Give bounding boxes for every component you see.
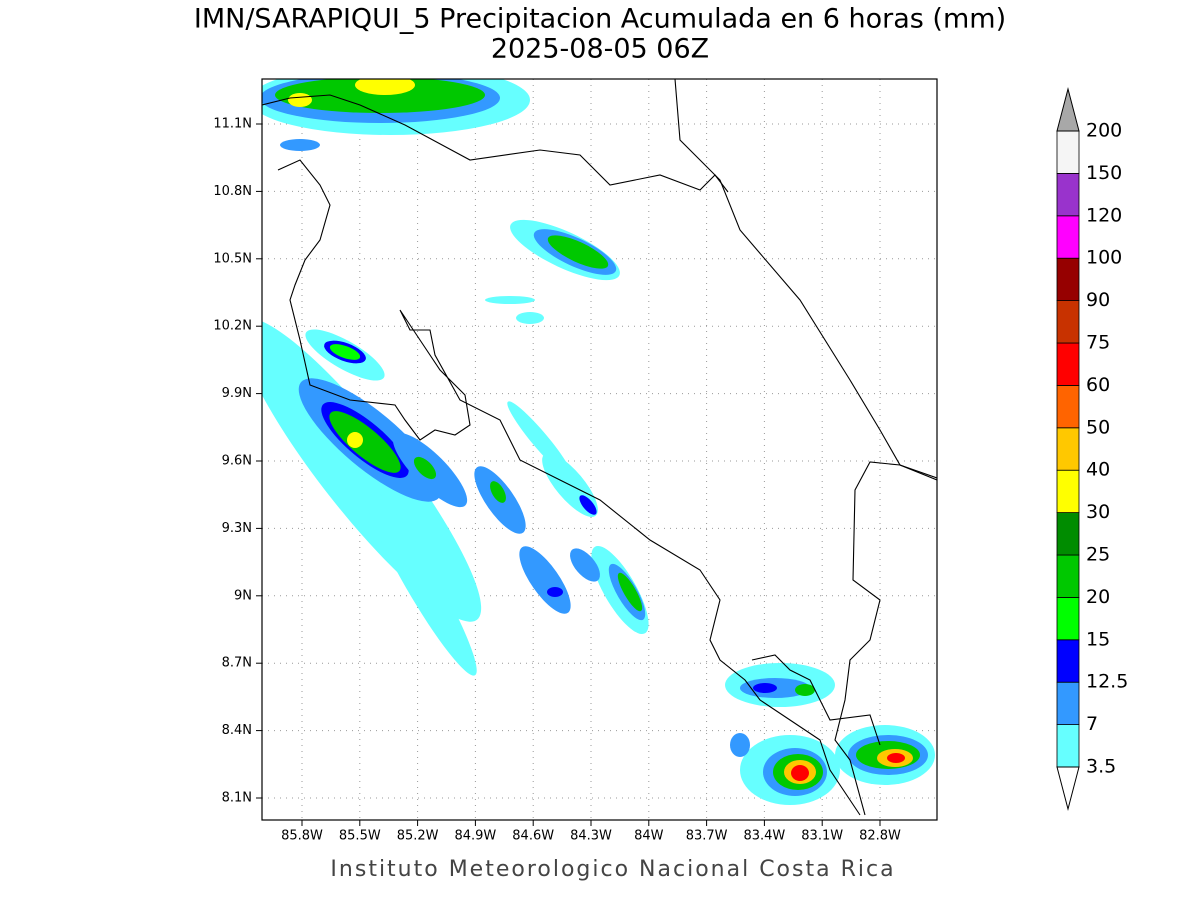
colorbar-label: 25 — [1086, 544, 1110, 566]
colorbar-label: 150 — [1086, 162, 1122, 184]
colorbar-box — [1056, 597, 1080, 641]
colorbar-box — [1056, 300, 1080, 344]
colorbar-label: 40 — [1086, 459, 1110, 481]
title: IMN/SARAPIQUI_5 Precipitacion Acumulada … — [194, 4, 1006, 35]
lon-tick-label: 83.4W — [743, 829, 785, 844]
lat-tick-label: 10.8N — [213, 184, 252, 199]
colorbar-box — [1056, 512, 1080, 556]
colorbar-box — [1056, 342, 1080, 386]
lat-tick-label: 8.1N — [222, 791, 252, 806]
lat-tick-label: 10.5N — [213, 251, 252, 266]
lat-tick-label: 9.3N — [222, 521, 252, 536]
grid — [256, 79, 937, 826]
lon-tick-label: 85.5W — [339, 829, 381, 844]
colorbar-label: 200 — [1086, 120, 1122, 142]
colorbar-under — [1056, 766, 1080, 811]
colorbar-box — [1056, 384, 1080, 429]
lon-tick-label: 84.3W — [570, 829, 612, 844]
colorbar-box — [1056, 172, 1080, 217]
colorbar-box — [1056, 469, 1080, 514]
colorbar-box — [1056, 257, 1080, 302]
lon-tick-label: 84.6W — [512, 829, 554, 844]
lat-tick-label: 10.2N — [213, 319, 252, 334]
colorbar-label: 100 — [1086, 247, 1122, 269]
lon-tick-label: 85.2W — [397, 829, 439, 844]
lat-tick-label: 8.4N — [222, 723, 252, 738]
map-frame — [261, 78, 938, 821]
colorbar-label: 60 — [1086, 374, 1110, 396]
colorbar-over — [1056, 87, 1080, 132]
colorbar-box — [1056, 554, 1080, 598]
colorbar-label: 12.5 — [1086, 671, 1128, 693]
lat-tick-label: 11.1N — [213, 117, 252, 132]
lon-tick-label: 85.8W — [281, 829, 323, 844]
footer: Instituto Meteorologico Nacional Costa R… — [330, 857, 895, 882]
colorbar-label: 15 — [1086, 628, 1110, 650]
lon-tick-label: 83.1W — [801, 829, 843, 844]
colorbar-label: 50 — [1086, 416, 1110, 438]
colorbar-label: 20 — [1086, 586, 1110, 608]
colorbar-label: 120 — [1086, 204, 1122, 226]
colorbar-label: 90 — [1086, 289, 1110, 311]
lat-tick-label: 9.9N — [222, 386, 252, 401]
subtitle: 2025-08-05 06Z — [491, 34, 709, 65]
lon-tick-label: 83.7W — [686, 829, 728, 844]
colorbar-box — [1056, 215, 1080, 259]
lat-tick-label: 9.6N — [222, 454, 252, 469]
colorbar-label: 7 — [1086, 713, 1098, 735]
colorbar-label: 3.5 — [1086, 756, 1116, 778]
colorbar-box — [1056, 130, 1080, 174]
lon-tick-label: 84W — [634, 829, 664, 844]
lon-tick-label: 82.8W — [859, 829, 901, 844]
colorbar-box — [1056, 724, 1080, 768]
colorbar-box — [1056, 427, 1080, 471]
colorbar: 3.5 7 12.5 15 20 25 30 40 50 60 75 90 100 120 150 200 — [1056, 87, 1128, 811]
colorbar-box — [1056, 639, 1080, 683]
lat-tick-label: 9N — [234, 588, 252, 603]
colorbar-label: 75 — [1086, 332, 1110, 354]
lon-tick-label: 84.9W — [454, 829, 496, 844]
precip-field — [262, 79, 937, 816]
colorbar-box — [1056, 681, 1080, 726]
colorbar-label: 30 — [1086, 501, 1110, 523]
lat-tick-label: 8.7N — [222, 656, 252, 671]
